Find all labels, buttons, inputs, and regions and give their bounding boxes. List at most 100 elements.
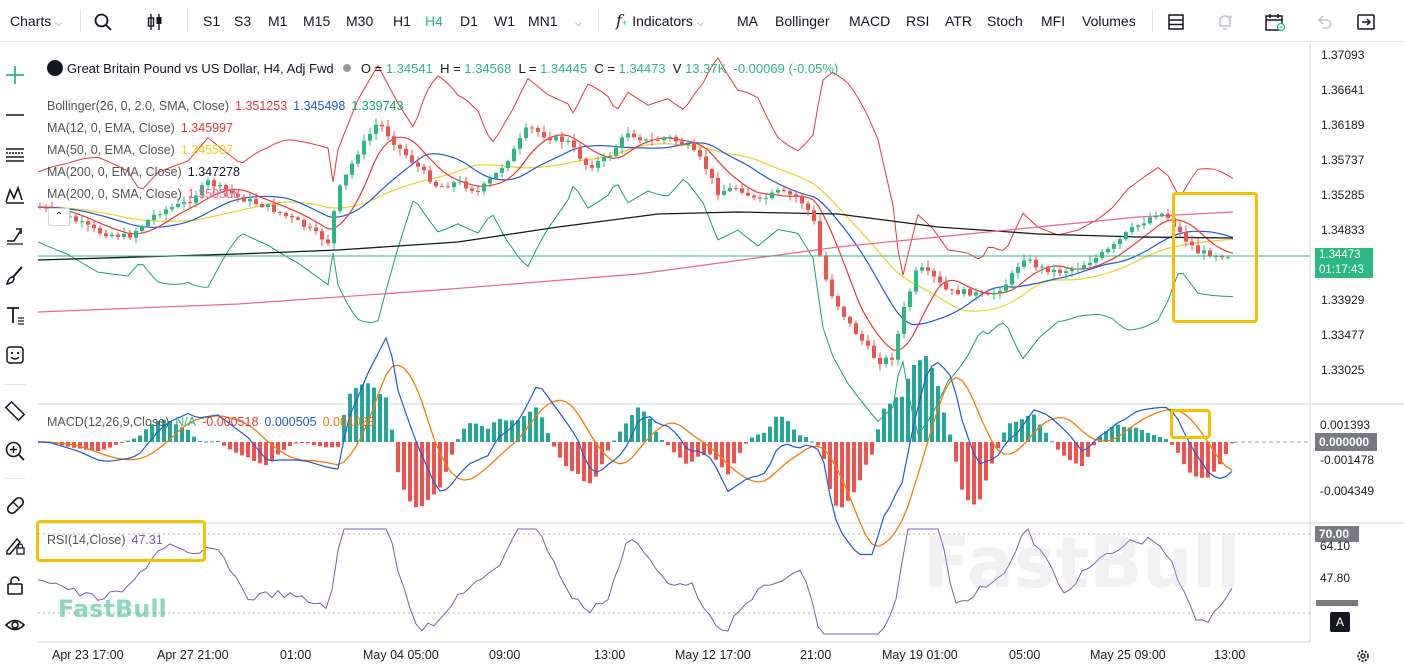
timeframe-h1[interactable]: H1 (393, 13, 411, 29)
macd-histogram-bar (582, 442, 586, 482)
macd-histogram-bar (486, 428, 490, 442)
macd-histogram-bar (996, 442, 1000, 449)
indicator-ma-button[interactable]: MA (737, 13, 758, 29)
indicator-atr-button[interactable]: ATR (945, 13, 972, 29)
magnet-tool[interactable] (0, 490, 30, 520)
calendar-button[interactable] (1264, 0, 1286, 42)
macd-histogram-bar (768, 426, 772, 442)
candle-body (1208, 250, 1212, 257)
price-axis-label: 1.33477 (1321, 328, 1365, 342)
lock-drawing-tool[interactable] (0, 530, 30, 560)
zoom-in-icon (5, 441, 25, 461)
crosshair-tool[interactable] (0, 60, 30, 90)
gear-icon (1357, 650, 1369, 662)
candle-body (128, 233, 132, 238)
undo-button[interactable] (1316, 0, 1334, 42)
indicator-macd-button[interactable]: MACD (849, 13, 891, 29)
candle-body (530, 127, 534, 129)
candle-body (860, 334, 864, 341)
indicator-volumes-button[interactable]: Volumes (1082, 13, 1136, 29)
candle-body (776, 189, 780, 193)
timeframe-mn1[interactable]: MN1 (528, 13, 558, 29)
ma12-line (38, 134, 1234, 352)
macd-histogram-bar (540, 417, 544, 442)
candle-body (182, 201, 186, 204)
macd-histogram-bar (924, 356, 928, 442)
pattern-tool[interactable] (0, 180, 30, 210)
text-tool[interactable] (0, 300, 30, 330)
macd-histogram-bar (690, 442, 694, 462)
timeframe-w1[interactable]: W1 (494, 13, 515, 29)
indicator-stoch-button[interactable]: Stoch (987, 13, 1023, 29)
overlay-lines (38, 57, 1234, 435)
macd-histogram-bar (774, 416, 778, 442)
candle-body (788, 191, 792, 195)
search-button[interactable] (93, 0, 113, 42)
low-value: 1.34445 (540, 61, 588, 76)
collapse-legend-button[interactable]: ⌃ (48, 208, 70, 226)
candle-body (740, 188, 744, 193)
candle-body (560, 136, 564, 142)
ruler-tool[interactable] (0, 396, 30, 426)
time-axis-label: May 25 09:00 (1090, 648, 1166, 662)
indicators-button[interactable]: f+ Indicators ⌵ (616, 0, 704, 42)
emoji-tool[interactable] (0, 340, 30, 370)
macd-histogram-bar (744, 442, 748, 444)
chart-type-button[interactable] (145, 0, 165, 42)
timeframe-m1[interactable]: M1 (268, 13, 288, 29)
zoom-in-tool[interactable] (0, 436, 30, 466)
macd-histogram-bar (102, 442, 106, 450)
macd-histogram-bar (810, 441, 814, 443)
timeframe-s1[interactable]: S1 (203, 13, 221, 29)
auto-scale-button[interactable]: A (1330, 612, 1350, 632)
timeframe-d1[interactable]: D1 (460, 13, 478, 29)
macd-histogram-bar (1032, 414, 1036, 442)
macd-histogram-bar (552, 442, 556, 447)
macd-histogram-bar (738, 442, 742, 453)
candle-body (506, 161, 510, 169)
macd-histogram-bar (360, 384, 364, 442)
lock-tool[interactable] (0, 570, 30, 600)
macd-histogram-bar (618, 431, 622, 442)
chart-area[interactable]: FastBull FastBull Great Britain Pound vs… (36, 42, 1404, 668)
templates-button[interactable] (1166, 0, 1186, 42)
candle-body (392, 136, 396, 145)
macd-histogram-bar (120, 442, 124, 443)
candle-body (1130, 226, 1134, 233)
brush-tool[interactable] (0, 260, 30, 290)
macd-histogram-bar (960, 442, 964, 490)
macd-histogram-bar (594, 442, 598, 477)
horizontal-line-tool[interactable] (0, 100, 30, 130)
timeframe-h4[interactable]: H4 (425, 13, 443, 29)
candle-body (1160, 213, 1164, 216)
charts-menu-button[interactable]: Charts ⌵ (10, 0, 62, 42)
timeframe-s3[interactable]: S3 (234, 13, 252, 29)
fib-tool[interactable] (0, 140, 30, 170)
visibility-tool[interactable] (0, 610, 30, 640)
alert-button[interactable] (1215, 0, 1235, 42)
exit-fullscreen-button[interactable] (1356, 0, 1376, 42)
indicator-bollinger-button[interactable]: Bollinger (775, 13, 830, 29)
indicator-mfi-button[interactable]: MFI (1041, 13, 1066, 29)
macd-histogram-bar (660, 440, 664, 442)
macd-histogram-bar (1086, 442, 1090, 457)
macd-histogram-bar (834, 442, 838, 506)
candle-body (314, 227, 318, 232)
macd-histogram-bar (84, 442, 88, 450)
chart-canvas[interactable] (38, 42, 1404, 668)
indicator-rsi-button[interactable]: RSI (906, 13, 930, 29)
rsi-axis-label: 47.80 (1320, 571, 1351, 585)
timeframe-m15[interactable]: M15 (303, 13, 331, 29)
macd-axis-label: -0.004349 (1320, 484, 1375, 498)
indicator-value: 1.350508 (187, 187, 240, 201)
trend-tool[interactable] (0, 220, 30, 250)
more-timeframes-button[interactable]: ⌵ (571, 0, 582, 42)
alarm-plus-icon (1219, 15, 1232, 31)
macd-histogram-bar (900, 396, 904, 442)
macd-histogram-bar (558, 442, 562, 458)
chart-settings-button[interactable] (1355, 648, 1371, 664)
macd-histogram-bar (294, 442, 298, 444)
macd-histogram-bar (492, 422, 496, 442)
candle-body (590, 165, 594, 168)
timeframe-m30[interactable]: M30 (346, 13, 374, 29)
